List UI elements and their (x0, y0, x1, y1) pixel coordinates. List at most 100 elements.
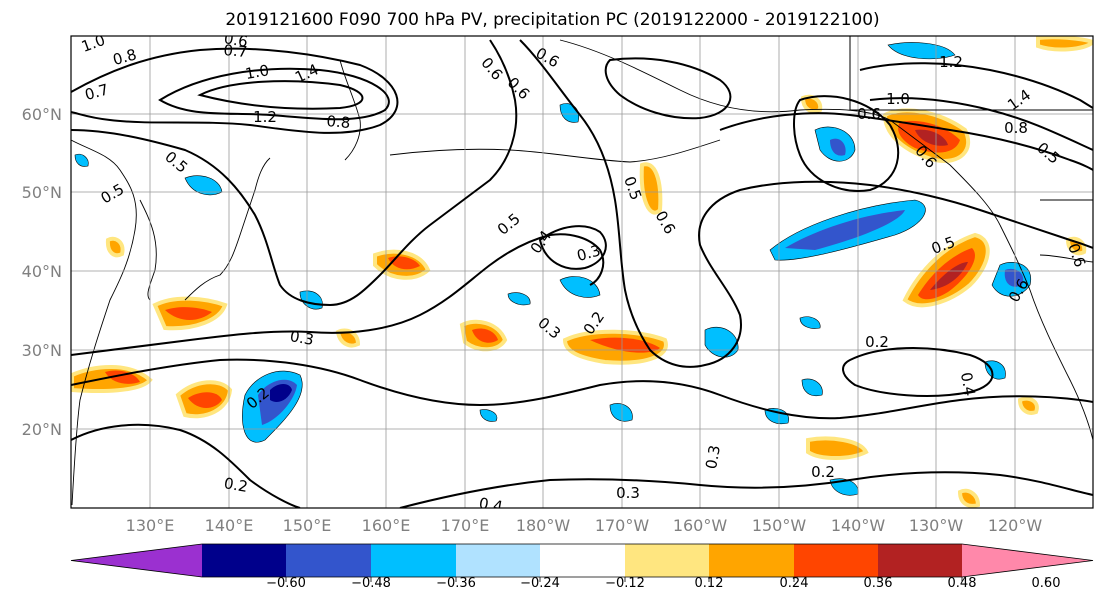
positive-precip-area (105, 370, 140, 384)
positive-precip-area (165, 307, 212, 320)
latitude-label: 60°N (22, 105, 62, 124)
colorbar-tick-label: 0.12 (695, 576, 724, 591)
longitude-label: 140°E (205, 516, 254, 535)
positive-precip-area (472, 328, 498, 343)
pv-contour (71, 233, 605, 356)
latitude-labels: 60°N 50°N 40°N 30°N 20°N (22, 105, 62, 439)
negative-precip-area (507, 292, 531, 306)
negative-precip-area (799, 316, 821, 329)
colorbar-bin (794, 544, 878, 577)
contour-label: 0.3 (616, 484, 640, 502)
negative-precip-area (1004, 268, 1024, 287)
colorbar-tick-label: −0.24 (520, 576, 560, 591)
contour-label: 0.6 (223, 29, 250, 51)
contour-label: 0.6 (857, 105, 881, 123)
contour-label: 0.7 (223, 41, 248, 61)
colorbar-outline (70, 543, 1094, 578)
colorbar-high-extension (962, 544, 1093, 577)
positive-precip-area (1017, 396, 1039, 415)
contour-label: 0.3 (702, 444, 724, 471)
contour-label: 0.4 (478, 494, 505, 516)
pv-contour (604, 57, 732, 120)
positive-precip-area (388, 256, 420, 270)
longitude-label: 130°W (909, 516, 964, 535)
longitude-label: 120°W (988, 516, 1043, 535)
pv-contour (71, 358, 1093, 420)
negative-precip-area (764, 408, 789, 425)
contour-label: 1.2 (253, 108, 277, 126)
longitude-label: 130°E (126, 516, 175, 535)
contour-label: 0.7 (83, 80, 111, 104)
pv-contour (859, 62, 1093, 109)
negative-precip-area (559, 276, 601, 298)
contour-label: 1.0 (244, 61, 271, 83)
positive-precip-area (188, 392, 222, 408)
positive-precip-area (1036, 36, 1093, 52)
pv-contour (71, 47, 399, 134)
colorbar-bin (286, 544, 371, 577)
colorbar-bin (456, 544, 540, 577)
longitude-label: 160°E (362, 516, 411, 535)
us-border (1039, 254, 1093, 263)
colorbar-low-extension (71, 544, 202, 577)
aleutian-islands (389, 139, 721, 163)
contour-label: 0.2 (865, 333, 889, 351)
positive-precip-area (930, 262, 968, 290)
colorbar-bin (540, 544, 625, 577)
negative-precip-area (270, 384, 292, 402)
map-frame (70, 35, 1094, 509)
pv-contour (719, 112, 1093, 171)
longitude-label: 170°E (441, 516, 490, 535)
coastlines (71, 39, 1093, 506)
contour-label: 0.2 (811, 463, 835, 481)
map-title: 2019121600 F090 700 hPa PV, precipitatio… (225, 10, 880, 30)
pv-contour (71, 39, 518, 307)
longitude-label: 150°W (752, 516, 807, 535)
positive-precip-area (335, 328, 361, 348)
longitude-label: 170°W (595, 516, 650, 535)
colorbar-bin (625, 544, 709, 577)
pv-contours (71, 39, 1093, 508)
colorbar-bin (878, 544, 962, 577)
pv-contour (842, 347, 994, 397)
contour-label: 0.3 (289, 327, 316, 349)
pv-contour (399, 471, 1093, 508)
contour-label: 0.8 (326, 112, 351, 132)
colorbar-bin (371, 544, 456, 577)
positive-precip-area (590, 337, 660, 353)
longitude-label: 160°W (673, 516, 728, 535)
pv-contour (793, 95, 900, 192)
contour-label: 0.2 (223, 474, 250, 496)
alaska-coastline (559, 39, 1001, 226)
latitude-label: 40°N (22, 262, 62, 281)
asia-coastline (71, 139, 137, 506)
longitude-label: 150°E (283, 516, 332, 535)
positive-precip-area (915, 129, 948, 146)
contour-label: 0.8 (111, 45, 139, 69)
colorbar-tick-label: −0.36 (436, 576, 476, 591)
negative-precip-area (785, 210, 905, 250)
negative-precip-area (74, 153, 89, 167)
negative-precip-area (801, 378, 823, 397)
latitude-label: 30°N (22, 341, 62, 360)
colorbar: −0.60 −0.48 −0.36 −0.24 −0.12 0.12 0.24 0.36 0.4… (70, 543, 1094, 591)
colorbar-bin (709, 544, 794, 577)
latitude-label: 20°N (22, 420, 62, 439)
north-america-coastline (999, 224, 1093, 441)
negative-precip-area (479, 409, 498, 422)
pv-contour (197, 80, 364, 110)
contour-label: 0.8 (1004, 119, 1028, 137)
longitude-labels: 130°E 140°E 150°E 160°E 170°E 180°W 170°W 160°W… (126, 516, 1043, 535)
colorbar-tick-label: −0.48 (351, 576, 391, 591)
colorbar-tick-label: −0.12 (605, 576, 645, 591)
negative-precip-area (984, 360, 1006, 380)
negative-precip-area (887, 42, 956, 60)
contour-label: 0.4 (957, 371, 979, 398)
colorbar-tick-label: 0.60 (1032, 576, 1061, 591)
latitude-label: 50°N (22, 183, 62, 202)
pv-contour (71, 423, 301, 508)
colorbar-tick-label: 0.36 (864, 576, 893, 591)
japan-coastline (184, 157, 271, 301)
negative-precip-area (830, 138, 846, 156)
